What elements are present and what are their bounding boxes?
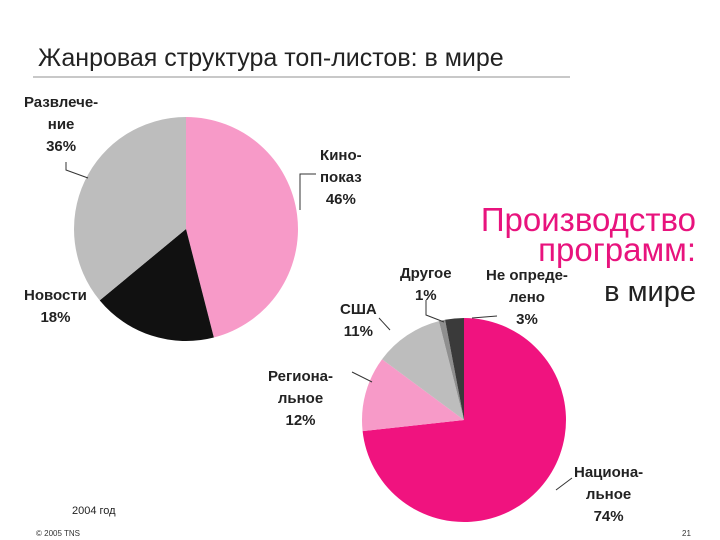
leader-usa [378,317,391,331]
slice-label-usa: США 11% [340,301,377,340]
slice-regional [361,359,464,432]
year-note: 2004 год [72,505,116,517]
slice-label-national: Национа- льное 74% [574,464,644,525]
slice-label-undefined: Не опреде- лено 3% [486,267,568,328]
slice-national [362,318,566,522]
label-leader-lines [65,162,573,491]
slice-undefined [445,318,464,420]
slice-entertainment [73,117,186,301]
leader-regional [351,371,373,383]
leader-kinopokaz [299,173,316,210]
leader-entertainment [65,162,89,179]
slice-label-news: Новости 18% [24,287,87,326]
slice-other [438,319,464,420]
leader-other [425,300,445,323]
slice-label-kinopokaz: Кино- показ 46% [320,147,362,208]
leader-national [555,477,573,491]
slice-label-other: Другое 1% [400,265,452,304]
page-number: 21 [682,529,691,538]
slice-label-entertainment: Развлече- ние 36% [24,94,99,155]
production-chart-title: Производство программ: в мире [480,201,696,308]
pie-chart-production [361,318,566,522]
pie-chart-genres [73,117,298,341]
slice-usa [382,321,464,420]
slice-news [99,229,214,341]
slide-title: Жанровая структура топ-листов: в мире [38,44,504,72]
slice-kinopokaz [186,117,298,338]
leader-undefined [471,315,498,319]
slice-label-regional: Регионa- льное 12% [268,368,334,429]
title-underline [33,76,570,78]
copyright: © 2005 TNS [36,529,80,538]
